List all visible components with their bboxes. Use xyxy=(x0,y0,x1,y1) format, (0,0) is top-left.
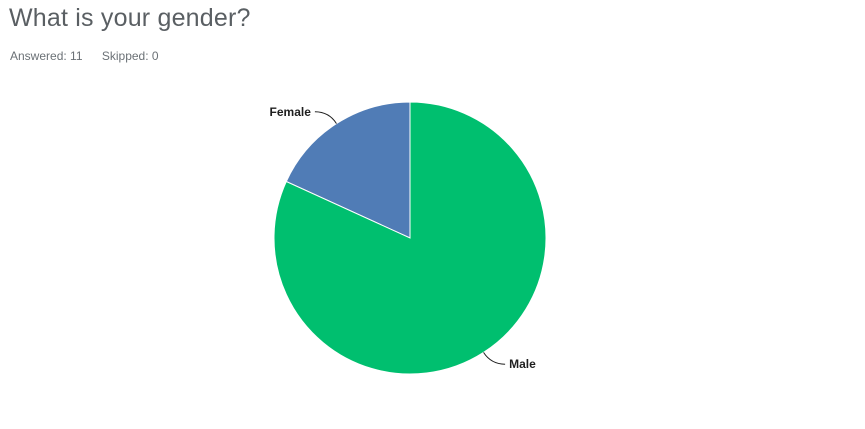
leader-line-male xyxy=(483,352,506,365)
question-title: What is your gender? xyxy=(9,4,251,32)
slice-label-female: Female xyxy=(270,105,312,119)
response-stats: Answered: 11 Skipped: 0 xyxy=(10,49,159,63)
slice-label-male: Male xyxy=(509,357,536,371)
leader-line-female xyxy=(314,111,337,124)
answered-count: Answered: 11 xyxy=(10,49,83,63)
pie-slice-female xyxy=(285,101,411,239)
skipped-count: Skipped: 0 xyxy=(101,49,159,63)
pie-slice-male xyxy=(273,101,547,375)
